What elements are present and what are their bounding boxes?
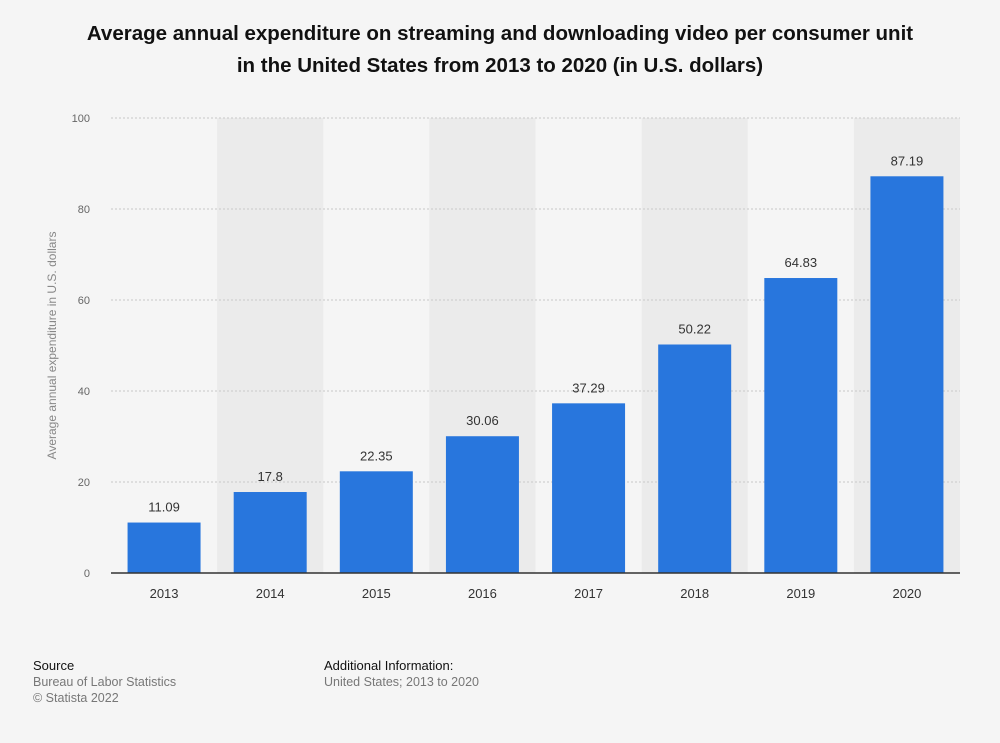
data-label-2016: 30.06 — [466, 413, 499, 428]
x-tick-label-2014: 2014 — [256, 586, 285, 601]
bar-2015 — [339, 471, 413, 573]
x-tick-label-2013: 2013 — [150, 586, 179, 601]
data-label-2018: 50.22 — [678, 321, 711, 336]
data-label-2013: 11.09 — [148, 500, 180, 515]
additional-info-block: Additional Information: United States; 2… — [324, 658, 479, 690]
x-tick-label-2018: 2018 — [680, 586, 709, 601]
y-tick-label: 20 — [78, 477, 90, 489]
chart-title-line-2: in the United States from 2013 to 2020 (… — [236, 54, 764, 77]
x-tick-label-2015: 2015 — [362, 586, 391, 601]
y-axis-title: Average annual expenditure in U.S. dolla… — [45, 232, 59, 460]
additional-info-text: United States; 2013 to 2020 — [324, 675, 479, 689]
data-label-2019: 64.83 — [785, 255, 818, 270]
chart-title-line-1: Average annual expenditure on streaming … — [86, 22, 914, 45]
y-tick-label: 80 — [78, 204, 90, 216]
bar-2013 — [127, 522, 201, 573]
data-label-2015: 22.35 — [360, 448, 393, 463]
bar-2020 — [870, 176, 944, 573]
bar-2016 — [445, 436, 519, 573]
y-tick-label: 60 — [78, 295, 90, 307]
y-tick-label: 0 — [84, 568, 90, 580]
bar-2018 — [658, 344, 732, 573]
additional-info-heading: Additional Information: — [324, 658, 454, 673]
x-tick-label-2019: 2019 — [786, 586, 815, 601]
y-tick-label: 40 — [78, 386, 90, 398]
source-block: Source Bureau of Labor Statistics © Stat… — [33, 658, 176, 706]
bar-2014 — [233, 492, 307, 573]
x-tick-label-2017: 2017 — [574, 586, 603, 601]
data-label-2020: 87.19 — [891, 153, 924, 168]
x-tick-label-2016: 2016 — [468, 586, 497, 601]
bar-2017 — [552, 403, 626, 573]
x-tick-label-2020: 2020 — [892, 586, 921, 601]
source-heading: Source — [33, 658, 75, 673]
data-label-2014: 17.8 — [258, 469, 283, 484]
data-label-2017: 37.29 — [572, 380, 605, 395]
source-name[interactable]: Bureau of Labor Statistics — [33, 675, 177, 689]
bar-2019 — [764, 278, 838, 573]
copyright: © Statista 2022 — [33, 691, 119, 705]
y-tick-label: 100 — [72, 113, 90, 125]
chart-title: Average annual expenditure on streaming … — [40, 18, 960, 82]
